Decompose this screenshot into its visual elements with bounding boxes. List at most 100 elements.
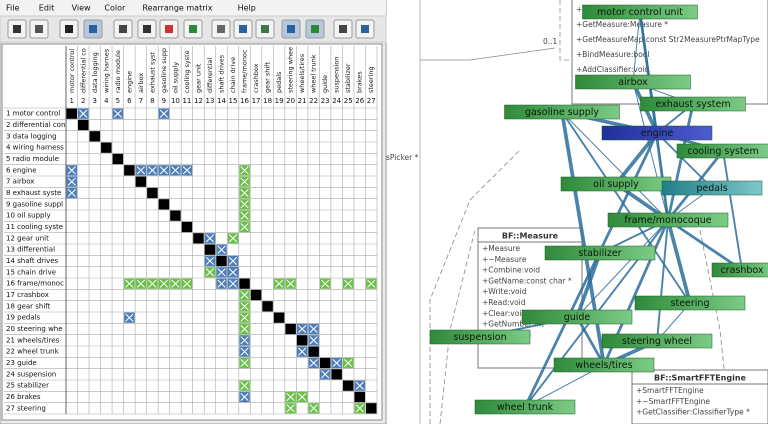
column-label: chain drive xyxy=(229,57,237,93)
toolbar-icons xyxy=(7,19,375,39)
dependency-mark xyxy=(227,233,239,244)
mark-cross xyxy=(355,381,364,390)
component-node[interactable] xyxy=(601,333,713,349)
toolbar-glyph xyxy=(261,25,269,33)
toolbar-glyph xyxy=(143,25,151,33)
mark-cross xyxy=(286,404,295,413)
dependency-mark xyxy=(181,165,193,176)
column-label: oil supply xyxy=(171,62,179,93)
column-label: frame/monoc xyxy=(241,49,249,93)
diagram: +IsMeasure:bool+GetMeasure:Measure *+Get… xyxy=(386,0,768,424)
mark-cross xyxy=(240,392,249,402)
class-method: +BindMeasure:bool xyxy=(576,50,649,59)
column-number: 10 xyxy=(171,97,180,105)
component-label: airbox xyxy=(618,77,648,88)
component-node[interactable] xyxy=(521,309,633,325)
mark-cross xyxy=(309,336,318,345)
diagonal-cell xyxy=(308,346,319,357)
column-label: guide xyxy=(321,75,329,93)
menu-item[interactable]: Help xyxy=(238,4,256,13)
dependency-mark xyxy=(308,357,319,369)
column-number: 8 xyxy=(150,97,154,105)
column-label: shaft drives xyxy=(218,54,226,93)
component-node[interactable] xyxy=(676,143,768,159)
dependency-mark xyxy=(216,244,227,255)
component-node[interactable] xyxy=(504,104,620,120)
mark-cross xyxy=(332,358,341,368)
dependency-mark xyxy=(170,165,181,176)
component-node[interactable] xyxy=(661,180,763,196)
dependency-mark xyxy=(273,278,285,289)
mark-cross xyxy=(228,279,238,288)
row-label: 27 steering xyxy=(6,404,46,412)
toolbar-glyph xyxy=(217,25,225,33)
component-label: suspension xyxy=(453,332,506,343)
mark-cross xyxy=(125,279,134,288)
diagonal-cell xyxy=(319,357,331,369)
mark-cross xyxy=(240,313,249,322)
row-label: 17 crashbox xyxy=(6,291,49,299)
dependency-edge xyxy=(656,132,669,221)
mark-cross xyxy=(321,279,330,288)
column-number: 13 xyxy=(206,97,215,105)
component-node[interactable] xyxy=(429,329,531,345)
mark-cross xyxy=(274,279,284,288)
column-number: 27 xyxy=(367,97,376,105)
component-node[interactable] xyxy=(711,262,768,278)
dependency-mark xyxy=(135,278,147,289)
dependency-mark xyxy=(158,108,170,119)
component-node[interactable] xyxy=(474,399,576,415)
column-number: 25 xyxy=(344,97,353,105)
mark-cross xyxy=(367,279,376,288)
column-label: differential xyxy=(206,58,214,93)
column-number: 3 xyxy=(93,97,97,105)
mark-cross xyxy=(205,268,215,277)
diagonal-cell xyxy=(101,142,112,153)
dependency-edge xyxy=(575,252,602,318)
diagonal-cell xyxy=(135,176,147,187)
column-number: 16 xyxy=(240,97,249,105)
component-node[interactable] xyxy=(544,245,656,261)
component-node[interactable] xyxy=(575,74,691,90)
dependency-edge xyxy=(656,219,669,342)
component-label: cooling system xyxy=(687,146,759,157)
component-node[interactable] xyxy=(582,4,698,20)
toolbar-glyph xyxy=(13,25,21,33)
mark-cross xyxy=(240,188,249,198)
class-title: BF::SmartFFTEngine xyxy=(654,374,747,383)
dependency-mark xyxy=(227,255,239,267)
diagonal-cell xyxy=(112,153,124,165)
dependency-edge xyxy=(666,219,692,304)
component-node[interactable] xyxy=(640,96,746,112)
component-node[interactable] xyxy=(634,295,746,311)
mark-cross xyxy=(309,404,318,413)
menu-item[interactable]: Rearrange matrix xyxy=(142,4,212,13)
component-node[interactable] xyxy=(607,212,729,228)
menu-item[interactable]: Color xyxy=(104,4,126,13)
mark-cross xyxy=(205,256,215,266)
mark-cross xyxy=(182,279,192,288)
mark-cross xyxy=(298,324,307,334)
menu: File Edit View Color Rearrange matrix Help xyxy=(6,4,256,13)
dependency-mark xyxy=(147,278,158,289)
component-node[interactable] xyxy=(553,357,655,373)
mark-cross xyxy=(136,279,145,288)
column-number: 20 xyxy=(286,97,295,105)
toolbar-glyph xyxy=(165,25,173,33)
mark-cross xyxy=(217,245,226,254)
dependency-edge xyxy=(632,11,641,83)
dependency-mark xyxy=(319,278,331,289)
dependency-mark xyxy=(227,267,239,278)
dependency-mark xyxy=(181,278,193,289)
component-node[interactable] xyxy=(601,125,713,141)
dependency-edge xyxy=(656,132,713,189)
dependency-mark xyxy=(112,108,124,119)
menu-item[interactable]: View xyxy=(72,4,91,13)
column-number: 5 xyxy=(116,97,120,105)
menu-item[interactable]: Edit xyxy=(39,4,55,13)
column-number: 4 xyxy=(104,97,109,105)
mark-cross xyxy=(240,177,249,186)
menu-item[interactable]: File xyxy=(6,4,19,13)
toolbar-glyph xyxy=(189,25,197,33)
column-label: cooling syste xyxy=(183,50,191,93)
